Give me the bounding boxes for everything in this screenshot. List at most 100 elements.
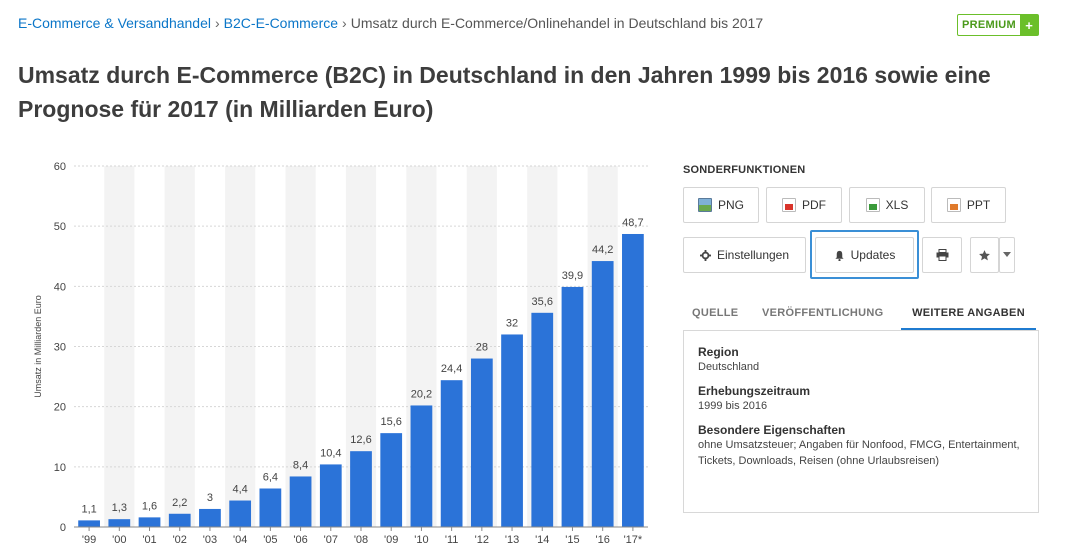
data-label: 1,6 <box>142 500 157 512</box>
x-tick-label: '04 <box>233 534 247 546</box>
x-tick-label: '12 <box>475 534 489 546</box>
printer-icon <box>936 249 948 261</box>
bar <box>78 520 100 527</box>
x-tick-label: '11 <box>445 534 459 546</box>
x-tick-label: '09 <box>384 534 398 546</box>
info-value-eigenschaften: ohne Umsatzsteuer; Angaben für Nonfood, … <box>698 439 1020 467</box>
favorite-button[interactable] <box>970 237 999 273</box>
bar <box>289 476 312 527</box>
y-axis-label: Umsatz in Milliarden Euro <box>33 295 43 398</box>
bar <box>168 513 191 527</box>
breadcrumb-link-b2c[interactable]: B2C-E-Commerce <box>223 15 339 31</box>
export-xls-label: XLS <box>885 198 909 212</box>
bar <box>531 312 554 527</box>
bar <box>319 464 342 527</box>
updates-highlight <box>810 230 919 279</box>
page-title: Umsatz durch E-Commerce (B2C) in Deutsch… <box>18 62 991 122</box>
bar <box>561 286 584 527</box>
data-label: 10,4 <box>320 447 341 459</box>
settings-label: Einstellungen <box>716 248 790 262</box>
data-label: 39,9 <box>562 270 583 282</box>
x-tick-label: '01 <box>142 534 156 546</box>
tab-quelle[interactable]: QUELLE <box>692 307 739 319</box>
gear-icon <box>699 249 711 261</box>
y-tick-label: 10 <box>54 462 66 474</box>
x-tick-label: '07 <box>324 534 338 546</box>
premium-label: PREMIUM <box>961 19 1017 31</box>
x-tick-label: '08 <box>354 534 368 546</box>
y-tick-label: 50 <box>54 221 66 233</box>
breadcrumb-link-ecommerce[interactable]: E-Commerce & Versandhandel <box>18 15 211 31</box>
bar <box>410 405 433 527</box>
bar <box>501 334 523 527</box>
bar <box>199 508 221 527</box>
x-tick-label: '05 <box>263 534 277 546</box>
png-icon <box>697 198 712 212</box>
plus-icon: + <box>1020 15 1038 35</box>
data-label: 44,2 <box>592 244 613 256</box>
export-png-button[interactable]: PNG <box>683 187 759 223</box>
data-label: 12,6 <box>350 434 371 446</box>
y-tick-label: 0 <box>60 522 66 534</box>
data-label: 3 <box>207 492 213 504</box>
y-tick-label: 20 <box>54 402 66 414</box>
tab-weitere-angaben[interactable]: WEITERE ANGABEN <box>901 300 1036 330</box>
y-tick-label: 60 <box>54 161 66 173</box>
bar <box>591 261 614 527</box>
bar <box>138 517 161 527</box>
premium-badge[interactable]: PREMIUM + <box>957 14 1039 36</box>
data-label: 4,4 <box>233 484 248 496</box>
data-label: 6,4 <box>263 471 278 483</box>
updates-button[interactable]: Updates <box>815 237 914 273</box>
data-label: 2,2 <box>172 497 187 509</box>
x-tick-label: '10 <box>414 534 428 546</box>
x-tick-label: '99 <box>82 534 96 546</box>
x-tick-label: '15 <box>565 534 579 546</box>
data-label: 35,6 <box>532 296 553 308</box>
export-xls-button[interactable]: XLS <box>849 187 925 223</box>
print-button[interactable] <box>922 237 962 273</box>
breadcrumb-separator: › <box>215 15 220 31</box>
data-label: 32 <box>506 317 518 329</box>
data-label: 8,4 <box>293 459 308 471</box>
data-label: 20,2 <box>411 388 432 400</box>
bar <box>229 500 252 527</box>
y-tick-label: 30 <box>54 342 66 354</box>
export-ppt-button[interactable]: PPT <box>931 187 1006 223</box>
x-tick-label: '13 <box>505 534 519 546</box>
data-label: 15,6 <box>380 416 401 428</box>
x-tick-label: '06 <box>293 534 307 546</box>
bar <box>259 488 282 527</box>
x-tick-label: '17* <box>624 534 643 546</box>
y-tick-label: 40 <box>54 281 66 293</box>
info-label-region: Region <box>698 345 739 359</box>
updates-label: Updates <box>850 248 896 262</box>
info-panel: Region Deutschland Erhebungszeitraum 199… <box>683 330 1039 513</box>
tab-veroeffentlichung[interactable]: VERÖFFENTLICHUNG <box>762 307 884 319</box>
favorite-dropdown[interactable] <box>999 237 1015 273</box>
bar <box>350 451 372 527</box>
x-tick-label: '00 <box>112 534 126 546</box>
info-label-zeitraum: Erhebungszeitraum <box>698 384 811 398</box>
bar <box>622 233 644 527</box>
breadcrumb: E-Commerce & Versandhandel › B2C-E-Commerc… <box>18 15 763 31</box>
info-label-eigenschaften: Besondere Eigenschaften <box>698 423 846 437</box>
sidebar-heading: SONDERFUNKTIONEN <box>683 164 806 176</box>
info-value-zeitraum: 1999 bis 2016 <box>698 400 768 412</box>
export-pdf-button[interactable]: PDF <box>766 187 842 223</box>
bar <box>108 519 131 527</box>
chevron-down-icon <box>1003 252 1011 257</box>
x-tick-label: '02 <box>173 534 187 546</box>
pdf-icon <box>782 198 796 212</box>
data-label: 24,4 <box>441 363 462 375</box>
bar <box>380 433 403 527</box>
bar <box>470 358 493 527</box>
x-tick-label: '16 <box>596 534 610 546</box>
export-ppt-label: PPT <box>966 198 991 212</box>
data-label: 1,3 <box>112 502 127 514</box>
ppt-icon <box>946 198 961 212</box>
bar-chart: 0 10 20 30 40 50 60 Umsatz in Milliarden Euro 1,… <box>33 161 648 546</box>
bar <box>440 380 463 527</box>
breadcrumb-current: Umsatz durch E-Commerce/Onlinehandel in … <box>350 15 764 31</box>
settings-button[interactable]: Einstellungen <box>683 237 806 273</box>
